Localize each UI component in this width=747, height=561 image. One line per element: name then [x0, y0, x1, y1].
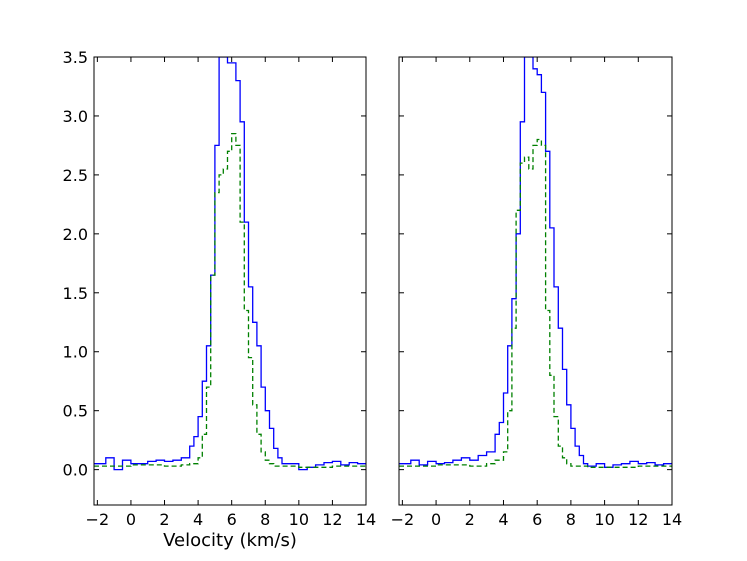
series-group [399, 57, 672, 468]
x-tick-label: 14 [356, 510, 376, 529]
x-tick-label: 14 [662, 510, 682, 529]
y-tick-label: 1.5 [63, 284, 88, 303]
axes-frame [93, 56, 367, 506]
solid-spectrum-line [94, 57, 366, 471]
x-tick-label: 6 [532, 510, 542, 529]
x-tick-label: 8 [260, 510, 270, 529]
dashed-spectrum-line [399, 138, 672, 468]
x-tick-label: 4 [193, 510, 203, 529]
y-tick-label: 0.5 [63, 402, 88, 421]
y-tick-label: 3.5 [63, 48, 88, 67]
y-tick-label: 0.0 [63, 461, 88, 480]
x-tick-label: 10 [594, 510, 614, 529]
y-tick-label: 3.0 [63, 107, 88, 126]
x-tick-label: 4 [498, 510, 508, 529]
x-tick-label: 6 [227, 510, 237, 529]
left-panel: −2 0 2 4 6 8 10 12 14 0.0 0.5 1.0 1.5 2.0 2.5 3.0 3.5 [63, 48, 377, 529]
x-tick-label: 2 [159, 510, 169, 529]
solid-spectrum-line [399, 57, 672, 468]
y-tick-label: 1.0 [63, 343, 88, 362]
x-tick-label: 2 [465, 510, 475, 529]
x-tick-label: 10 [289, 510, 309, 529]
y-tick-label: 2.0 [63, 225, 88, 244]
x-tick-label: 0 [431, 510, 441, 529]
right-panel: −2 0 2 4 6 8 10 12 14 [391, 56, 682, 529]
x-tick-label: 0 [126, 510, 136, 529]
x-tick-label: 8 [566, 510, 576, 529]
dashed-spectrum-line [94, 132, 366, 468]
y-tick-label: 2.5 [63, 166, 88, 185]
series-group [94, 57, 366, 471]
x-tick-label: −2 [86, 510, 110, 529]
x-tick-label: −2 [391, 510, 415, 529]
x-tick-label: 12 [628, 510, 648, 529]
x-tick-label: 12 [322, 510, 342, 529]
axes-frame [398, 56, 673, 506]
x-axis-title: Velocity (km/s) [163, 530, 297, 551]
